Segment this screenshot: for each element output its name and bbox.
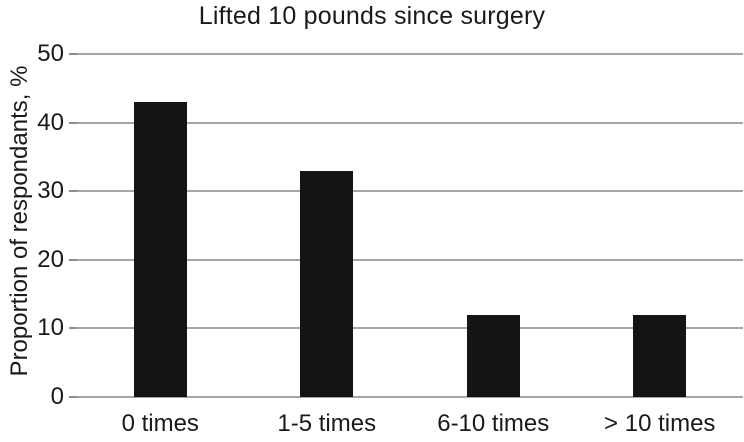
y-tick-label-10: 10: [37, 314, 64, 342]
x-tick-label-3: > 10 times: [604, 410, 716, 437]
chart-title: Lifted 10 pounds since surgery: [198, 2, 546, 30]
y-axis-label: Proportion of respondants, %: [6, 65, 33, 377]
gridline-40: [77, 121, 743, 124]
y-tick-mark-40: [69, 121, 77, 124]
y-tick-mark-50: [69, 53, 77, 55]
x-tick-label-0: 0 times: [121, 410, 199, 437]
bar-0-times: [133, 102, 187, 397]
bar->-10-times: [633, 314, 687, 397]
bar-6-10-times: [466, 314, 520, 397]
y-tick-label-20: 20: [37, 245, 64, 273]
y-tick-label-30: 30: [37, 177, 64, 205]
y-tick-mark-20: [69, 258, 77, 261]
gridline-30: [77, 190, 743, 193]
gridline-20: [77, 258, 743, 261]
gridline-50: [77, 53, 743, 55]
bar-1-5-times: [300, 170, 354, 397]
x-tick-label-1: 1-5 times: [277, 410, 377, 437]
gridline-0: [77, 396, 743, 398]
gridline-10: [77, 327, 743, 330]
y-tick-mark-10: [69, 327, 77, 330]
y-tick-label-50: 50: [37, 40, 64, 67]
y-tick-mark-0: [69, 396, 77, 398]
y-tick-label-0: 0: [50, 383, 64, 410]
y-tick-mark-30: [69, 190, 77, 193]
x-tick-label-2: 6-10 times: [437, 410, 550, 437]
plot-area: [77, 53, 743, 398]
y-tick-label-40: 40: [37, 108, 64, 136]
